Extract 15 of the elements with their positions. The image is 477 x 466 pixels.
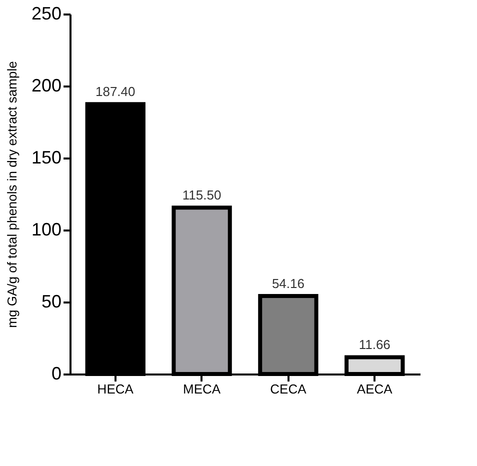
x-tick-label: AECA [356, 382, 393, 396]
x-tick-label: HECA [97, 382, 134, 396]
x-tick-label: MECA [183, 382, 221, 396]
y-tick-label: 0 [51, 364, 62, 384]
data-label: 11.66 [358, 337, 390, 352]
y-tick-label: 200 [31, 76, 62, 96]
y-tick-label: 100 [31, 220, 62, 240]
y-tick-label: 50 [41, 292, 62, 312]
y-tick-label: 150 [31, 148, 62, 168]
x-tick-label: CECA [270, 382, 307, 396]
y-tick-label: 250 [31, 4, 62, 24]
data-label: 187.40 [95, 84, 136, 100]
y-axis-title: mg GA/g of total phenols in dry extract sample [4, 61, 20, 328]
data-label: 115.50 [182, 188, 222, 203]
data-label: 54.16 [272, 276, 304, 292]
